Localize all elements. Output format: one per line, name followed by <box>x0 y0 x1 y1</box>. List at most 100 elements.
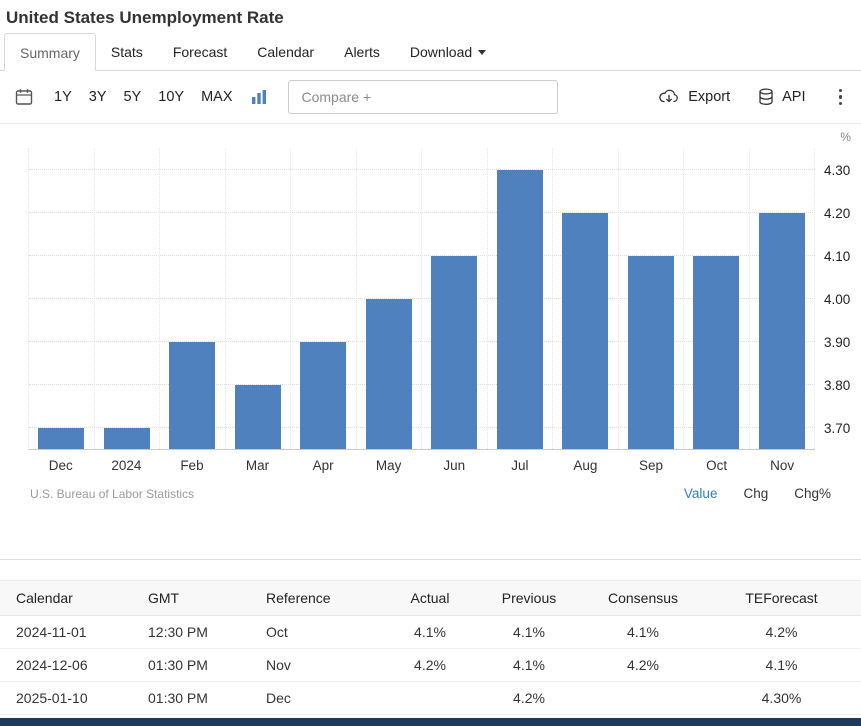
table-cell: 2024-11-01 <box>0 616 140 649</box>
toolbar-right-group: Export API <box>658 87 847 108</box>
api-label: API <box>782 89 805 105</box>
calendar-table: CalendarGMTReferenceActualPreviousConsen… <box>0 580 861 715</box>
chart-type-icon[interactable] <box>250 88 268 106</box>
bar-slot <box>422 148 488 449</box>
x-tick-label: Aug <box>553 458 619 473</box>
api-button[interactable]: API <box>758 88 805 107</box>
calendar-range-icon[interactable] <box>14 87 34 107</box>
x-tick-label: Oct <box>684 458 750 473</box>
table-cell: 4.1% <box>474 616 584 649</box>
calendar-table-body: 2024-11-0112:30 PMOct4.1%4.1%4.1%4.2%202… <box>0 616 861 715</box>
table-cell: 4.1% <box>702 649 861 682</box>
mode-value[interactable]: Value <box>684 486 718 501</box>
cloud-download-icon <box>658 88 680 106</box>
y-tick-label: 4.00 <box>824 292 850 307</box>
mode-chgpct[interactable]: Chg% <box>794 486 831 501</box>
calendar-table-section: CalendarGMTReferenceActualPreviousConsen… <box>0 580 861 715</box>
column-header-actual: Actual <box>386 581 474 616</box>
y-tick-label: 4.10 <box>824 249 850 264</box>
column-header-gmt: GMT <box>140 581 258 616</box>
x-tick-label: Feb <box>159 458 225 473</box>
chart-toolbar: 1Y 3Y 5Y 10Y MAX Export <box>0 71 861 124</box>
compare-input[interactable] <box>288 80 558 114</box>
bar-sep[interactable] <box>628 256 674 450</box>
x-tick-label: Apr <box>290 458 356 473</box>
range-buttons: 1Y 3Y 5Y 10Y MAX <box>54 89 232 105</box>
bar-aug[interactable] <box>562 213 608 450</box>
tab-stats[interactable]: Stats <box>96 33 158 70</box>
bar-jun[interactable] <box>431 256 477 450</box>
table-row: 2024-11-0112:30 PMOct4.1%4.1%4.1%4.2% <box>0 616 861 649</box>
tab-summary[interactable]: Summary <box>4 33 96 71</box>
table-cell: 4.30% <box>702 682 861 715</box>
page-title: United States Unemployment Rate <box>6 8 855 28</box>
chart-mode-switch: Value Chg Chg% <box>684 486 831 501</box>
column-header-reference: Reference <box>258 581 386 616</box>
bar-mar[interactable] <box>235 385 281 450</box>
table-cell: 01:30 PM <box>140 649 258 682</box>
table-cell <box>386 682 474 715</box>
y-tick-label: 4.30 <box>824 163 850 178</box>
bar-may[interactable] <box>366 299 412 450</box>
x-tick-label: Nov <box>749 458 815 473</box>
table-cell: 4.1% <box>584 616 702 649</box>
range-5y[interactable]: 5Y <box>124 89 142 105</box>
y-tick-label: 3.70 <box>824 421 850 436</box>
bar-slot <box>95 148 161 449</box>
bar-jul[interactable] <box>497 170 543 449</box>
table-cell: 4.1% <box>474 649 584 682</box>
x-axis-labels: Dec2024FebMarAprMayJunJulAugSepOctNov <box>28 450 815 480</box>
site-footer-bar <box>0 718 861 726</box>
bar-oct[interactable] <box>693 256 739 450</box>
bar-dec[interactable] <box>38 428 84 450</box>
bar-slot <box>29 148 95 449</box>
bar-slot <box>488 148 554 449</box>
chart-body: Dec2024FebMarAprMayJunJulAugSepOctNov 3.… <box>0 148 861 480</box>
bar-apr[interactable] <box>300 342 346 450</box>
plot-area <box>28 148 815 450</box>
range-3y[interactable]: 3Y <box>89 89 107 105</box>
bar-slot <box>619 148 685 449</box>
y-axis: 3.703.803.904.004.104.204.30 <box>815 148 861 450</box>
tab-bar: SummaryStatsForecastCalendarAlertsDownlo… <box>0 33 861 71</box>
more-options-icon[interactable] <box>834 87 848 108</box>
x-tick-label: 2024 <box>94 458 160 473</box>
y-axis-column: 3.703.803.904.004.104.204.30 <box>815 148 861 480</box>
plot-column: Dec2024FebMarAprMayJunJulAugSepOctNov <box>28 148 815 480</box>
x-tick-label: May <box>356 458 422 473</box>
tab-calendar[interactable]: Calendar <box>242 33 329 70</box>
bar-2024[interactable] <box>104 428 150 450</box>
bar-slot <box>226 148 292 449</box>
mode-chg[interactable]: Chg <box>743 486 768 501</box>
range-10y[interactable]: 10Y <box>158 89 184 105</box>
tab-alerts[interactable]: Alerts <box>329 33 395 70</box>
table-cell: Nov <box>258 649 386 682</box>
column-header-teforecast: TEForecast <box>702 581 861 616</box>
x-tick-label: Mar <box>225 458 291 473</box>
bar-slot <box>684 148 750 449</box>
table-cell: Oct <box>258 616 386 649</box>
tab-forecast[interactable]: Forecast <box>158 33 242 70</box>
y-tick-label: 3.90 <box>824 335 850 350</box>
bar-slot <box>553 148 619 449</box>
export-button[interactable]: Export <box>658 88 730 106</box>
bar-feb[interactable] <box>169 342 215 450</box>
caret-down-icon <box>478 50 486 55</box>
table-cell <box>584 682 702 715</box>
range-1y[interactable]: 1Y <box>54 89 72 105</box>
bar-slot <box>291 148 357 449</box>
x-tick-label: Dec <box>28 458 94 473</box>
range-max[interactable]: MAX <box>201 89 232 105</box>
tab-download[interactable]: Download <box>395 33 501 70</box>
table-row: 2025-01-1001:30 PMDec4.2%4.30% <box>0 682 861 715</box>
table-cell: 4.2% <box>584 649 702 682</box>
bar-nov[interactable] <box>759 213 805 450</box>
table-cell: 4.1% <box>386 616 474 649</box>
table-row: 2024-12-0601:30 PMNov4.2%4.1%4.2%4.1% <box>0 649 861 682</box>
bar-slot <box>750 148 816 449</box>
table-header-row: CalendarGMTReferenceActualPreviousConsen… <box>0 581 861 616</box>
page-header: United States Unemployment Rate <box>0 0 861 33</box>
page: United States Unemployment Rate SummaryS… <box>0 0 861 726</box>
column-header-previous: Previous <box>474 581 584 616</box>
chart-card: % Dec2024FebMarAprMayJunJulAugSepOctNov … <box>0 124 861 560</box>
